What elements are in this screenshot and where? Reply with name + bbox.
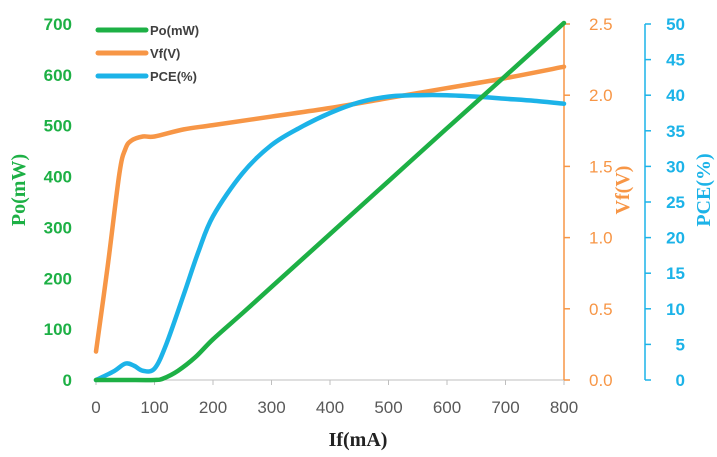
- y-vf-tick-label: 1.0: [589, 229, 613, 248]
- x-tick-label: 0: [91, 398, 100, 417]
- y-pce-tick-label: 50: [666, 15, 685, 34]
- x-axis-title: If(mA): [329, 429, 388, 451]
- y-left-tick-label: 100: [44, 320, 72, 339]
- axes-layer: 0 100 200 300 400 500 600 700 800010020030040050…: [44, 15, 685, 417]
- x-tick-label: 800: [550, 398, 578, 417]
- x-tick-label: 400: [316, 398, 344, 417]
- y-pce-tick-label: 45: [666, 51, 685, 70]
- y-pce-tick-label: 40: [666, 86, 685, 105]
- y-left-tick-label: 700: [44, 15, 72, 34]
- y-left-tick-label: 300: [44, 218, 72, 237]
- series-line-pce: [93, 92, 567, 383]
- x-tick-label: 300: [257, 398, 285, 417]
- y-vf-tick-label: 2.0: [589, 86, 613, 105]
- y-left-tick-label: 600: [44, 66, 72, 85]
- legend: Po(mW) Vf(V) PCE(%): [95, 23, 199, 84]
- series-layer: [93, 20, 567, 383]
- y-axis-title-vf: Vf(V): [612, 166, 634, 215]
- y-pce-tick-label: 5: [676, 335, 685, 354]
- y-pce-tick-label: 15: [666, 264, 685, 283]
- x-tick-label: 700: [491, 398, 519, 417]
- series-line-po-mw: [93, 20, 567, 383]
- y-pce-tick-label: 20: [666, 229, 685, 248]
- y-pce-tick-label: 10: [666, 300, 685, 319]
- series-line-vf-v: [93, 64, 567, 354]
- x-tick-label: 500: [374, 398, 402, 417]
- y-vf-tick-label: 2.5: [589, 15, 613, 34]
- y-left-tick-label: 500: [44, 117, 72, 136]
- y-vf-tick-label: 1.5: [589, 157, 613, 176]
- x-tick-label: 100: [140, 398, 168, 417]
- y-vf-tick-label: 0.5: [589, 300, 613, 319]
- legend-label: PCE(%): [150, 69, 197, 84]
- y-axis-title-left: Po(mW): [8, 154, 30, 226]
- legend-label: Po(mW): [150, 23, 199, 38]
- y-pce-tick-label: 25: [666, 193, 685, 212]
- y-left-tick-label: 0: [63, 371, 72, 390]
- y-vf-tick-label: 0.0: [589, 371, 613, 390]
- axis-titles: If(mA) Po(mW) Vf(V) PCE(%): [8, 153, 715, 451]
- y-left-tick-label: 400: [44, 168, 72, 187]
- x-tick-label: 200: [199, 398, 227, 417]
- y-left-tick-label: 200: [44, 269, 72, 288]
- x-tick-label: 600: [433, 398, 461, 417]
- y-pce-tick-label: 0: [676, 371, 685, 390]
- y-pce-tick-label: 35: [666, 122, 685, 141]
- legend-label: Vf(V): [150, 46, 180, 61]
- y-pce-tick-label: 30: [666, 157, 685, 176]
- y-axis-title-pce: PCE(%): [693, 153, 715, 226]
